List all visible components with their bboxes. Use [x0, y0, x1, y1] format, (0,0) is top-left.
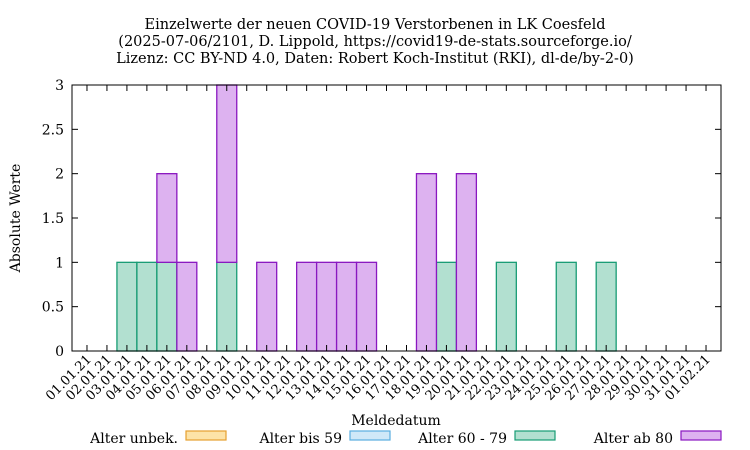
- y-tick-label: 0.5: [42, 300, 64, 316]
- legend-label-1: Alter bis 59: [258, 431, 342, 447]
- bar-alter-ab-80-10.01.21: [256, 261, 278, 352]
- y-tick-label: 0: [55, 344, 64, 360]
- bar-alter-ab-80-06.01.21: [176, 261, 198, 352]
- bar-alter-60-79-19.01.21: [435, 261, 458, 352]
- chart-title-line-3: Lizenz: CC BY-ND 4.0, Daten: Robert Koch…: [116, 51, 634, 67]
- bar-alter-60-79-03.01.21: [116, 261, 138, 352]
- y-axis-label: Absolute Werte: [8, 164, 24, 274]
- legend-label-2: Alter 60 - 79: [417, 431, 507, 447]
- legend-label-3: Alter ab 80: [593, 431, 673, 447]
- legend-label-0: Alter unbek.: [89, 431, 178, 447]
- y-tick-label: 1: [55, 255, 64, 271]
- chart-title-line-1: Einzelwerte der neuen COVID-19 Verstorbe…: [144, 17, 606, 33]
- bar-alter-ab-80-13.01.21: [315, 261, 338, 352]
- legend-swatch-1: [349, 430, 391, 441]
- bar-alter-ab-80-18.01.21: [415, 173, 438, 352]
- bar-alter-60-79-25.01.21: [555, 261, 577, 352]
- bar-alter-60-79-22.01.21: [495, 261, 517, 352]
- bar-alter-ab-80-15.01.21: [355, 261, 378, 352]
- y-tick-label: 2.5: [42, 122, 64, 138]
- chart-title-line-2: (2025-07-06/2101, D. Lippold, https://co…: [118, 34, 632, 50]
- bar-alter-ab-80-05.01.21: [156, 173, 178, 263]
- bar-alter-ab-80-12.01.21: [296, 261, 318, 352]
- legend-swatch-2: [514, 430, 556, 441]
- legend-swatch-3: [680, 430, 722, 441]
- bar-alter-ab-80-14.01.21: [335, 261, 358, 352]
- bar-alter-60-79-27.01.21: [595, 261, 617, 352]
- bar-alter-ab-80-20.01.21: [455, 173, 478, 352]
- x-axis-label: Meldedatum: [351, 413, 441, 429]
- bar-alter-60-79-04.01.21: [136, 261, 158, 352]
- bar-alter-ab-80-08.01.21: [216, 84, 238, 263]
- y-tick-label: 1.5: [42, 211, 64, 227]
- legend-swatch-0: [185, 430, 227, 441]
- bar-alter-60-79-05.01.21: [156, 261, 178, 352]
- y-tick-label: 2: [55, 167, 64, 183]
- bar-alter-60-79-08.01.21: [216, 261, 238, 352]
- y-tick-label: 3: [55, 78, 64, 94]
